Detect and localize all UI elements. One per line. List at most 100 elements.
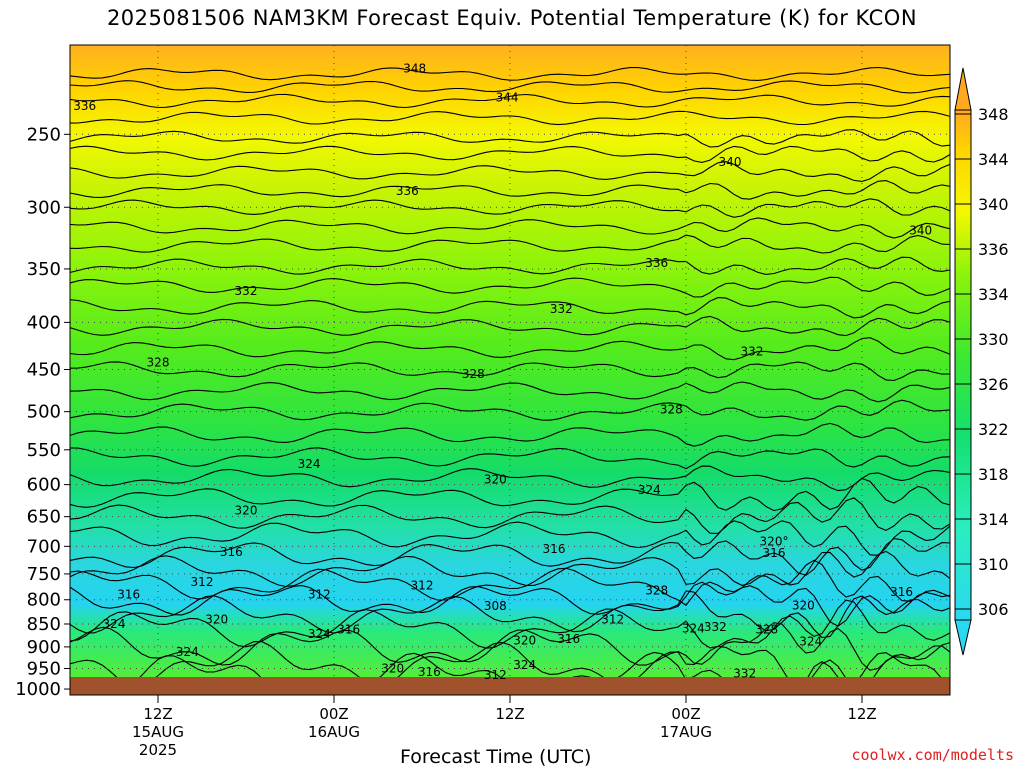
contour-label: 340 bbox=[719, 155, 742, 169]
contour-label: 316 bbox=[117, 588, 140, 602]
contour-label: 328 bbox=[645, 584, 668, 598]
contour-label: 324 bbox=[682, 622, 705, 636]
y-tick-label: 900 bbox=[27, 637, 61, 658]
contour-label: 328 bbox=[755, 623, 778, 637]
contour-label: 324 bbox=[513, 658, 536, 672]
contour-label: 332 bbox=[550, 302, 573, 316]
contour-label: 336 bbox=[73, 99, 96, 113]
y-tick-label: 1000 bbox=[15, 679, 61, 700]
contour-line bbox=[70, 161, 950, 182]
contour-label: 316 bbox=[557, 632, 580, 646]
y-tick-label: 750 bbox=[27, 564, 61, 585]
contour-label: 312 bbox=[411, 578, 434, 592]
contour-label: 332 bbox=[733, 667, 756, 681]
contour-line bbox=[70, 381, 950, 403]
colorbar-label: 344 bbox=[978, 150, 1009, 169]
contour-line bbox=[70, 538, 950, 576]
colorbar-bottom-arrow bbox=[954, 619, 972, 656]
colorbar-label: 306 bbox=[978, 600, 1009, 619]
ground-band bbox=[70, 677, 950, 695]
contour-label: 316 bbox=[890, 585, 913, 599]
contour-label: 312 bbox=[308, 588, 331, 602]
colorbar-label: 348 bbox=[978, 105, 1009, 124]
gridlines bbox=[70, 45, 950, 695]
colorbar-label: 310 bbox=[978, 555, 1009, 574]
colorbar-label: 326 bbox=[978, 375, 1009, 394]
contour-label: 324 bbox=[103, 617, 126, 631]
contour-label: 312 bbox=[484, 668, 507, 682]
contour-label: 316 bbox=[220, 545, 243, 559]
contour-line bbox=[70, 622, 950, 671]
contour-line bbox=[70, 337, 950, 361]
contour-label: 320 bbox=[792, 599, 815, 613]
contour-line bbox=[70, 66, 950, 81]
y-tick-label: 500 bbox=[27, 402, 61, 423]
contour-line bbox=[70, 234, 950, 254]
contour-label: 336 bbox=[396, 184, 419, 198]
y-axis: 2503003504004505005506006507007508008509… bbox=[15, 124, 70, 700]
contour-line bbox=[70, 110, 950, 126]
y-tick-label: 250 bbox=[27, 124, 61, 145]
contour-label: 308 bbox=[484, 599, 507, 613]
contour-label: 316 bbox=[418, 665, 441, 679]
y-tick-label: 850 bbox=[27, 614, 61, 635]
contour-label: 320 bbox=[381, 662, 404, 676]
chart-title: 2025081506 NAM3KM Forecast Equiv. Potent… bbox=[106, 6, 918, 30]
contour-line bbox=[70, 297, 950, 319]
y-tick-label: 700 bbox=[27, 536, 61, 557]
contour-line bbox=[70, 599, 950, 649]
contour-line bbox=[70, 422, 950, 447]
contour-line bbox=[70, 93, 950, 109]
contour-line bbox=[70, 399, 950, 421]
contour-label: 320 bbox=[235, 503, 258, 517]
x-tick-label: 12Z bbox=[143, 705, 172, 723]
contour-label: 332 bbox=[235, 284, 258, 298]
x-tick-date: 15AUG bbox=[132, 723, 184, 741]
contour-line bbox=[70, 315, 950, 337]
contour-label: 328 bbox=[462, 367, 485, 381]
contour-label: 320 bbox=[513, 634, 536, 648]
contour-label: 332 bbox=[741, 344, 764, 358]
contour-label: 320 bbox=[484, 472, 507, 486]
contour-line bbox=[70, 477, 950, 512]
colorbar-label: 340 bbox=[978, 195, 1009, 214]
contour-label: 336 bbox=[645, 256, 668, 270]
x-tick-label: 00Z bbox=[319, 705, 348, 723]
colorbar-label: 314 bbox=[978, 510, 1009, 529]
contour-line bbox=[70, 129, 950, 148]
y-tick-label: 450 bbox=[27, 360, 61, 381]
contour-label: 312 bbox=[191, 575, 214, 589]
contour-line bbox=[70, 217, 950, 239]
contour-line bbox=[70, 447, 950, 470]
contour-label: 316 bbox=[763, 546, 786, 560]
colorbar: 306 310 314 318 322 326 330 334 336 340 344 348 bbox=[954, 67, 1009, 656]
colorbar-body bbox=[954, 109, 972, 621]
contour-line bbox=[70, 80, 950, 94]
colorbar-label: 322 bbox=[978, 420, 1009, 439]
contour-line bbox=[70, 276, 950, 298]
contour-label: 316 bbox=[337, 623, 360, 637]
colorbar-label: 336 bbox=[978, 240, 1009, 259]
contour-label: 332 bbox=[704, 620, 727, 634]
contour-label: 328 bbox=[660, 402, 683, 416]
y-tick-label: 800 bbox=[27, 590, 61, 611]
contour-line bbox=[70, 145, 950, 163]
contour-label: 328 bbox=[147, 355, 170, 369]
contour-label: 312 bbox=[601, 612, 624, 626]
contour-line bbox=[70, 198, 950, 218]
y-tick-label: 950 bbox=[27, 659, 61, 680]
colorbar-top-arrow bbox=[954, 67, 972, 111]
contour-label: 320 bbox=[205, 612, 228, 626]
x-tick-label: 12Z bbox=[495, 705, 524, 723]
x-tick-label: 12Z bbox=[847, 705, 876, 723]
contour-label: 344 bbox=[496, 90, 519, 104]
x-axis-title: Forecast Time (UTC) bbox=[400, 746, 592, 768]
colorbar-label: 318 bbox=[978, 465, 1009, 484]
x-tick-date: 16AUG bbox=[308, 723, 360, 741]
plot-area: 348 344 336 340 336 340 336 332 332 332 328 328 328 3… bbox=[69, 44, 951, 696]
contour-label: 324 bbox=[308, 627, 331, 641]
x-tick-date: 17AUG bbox=[660, 723, 712, 741]
y-tick-label: 600 bbox=[27, 475, 61, 496]
contour-line bbox=[70, 520, 950, 556]
